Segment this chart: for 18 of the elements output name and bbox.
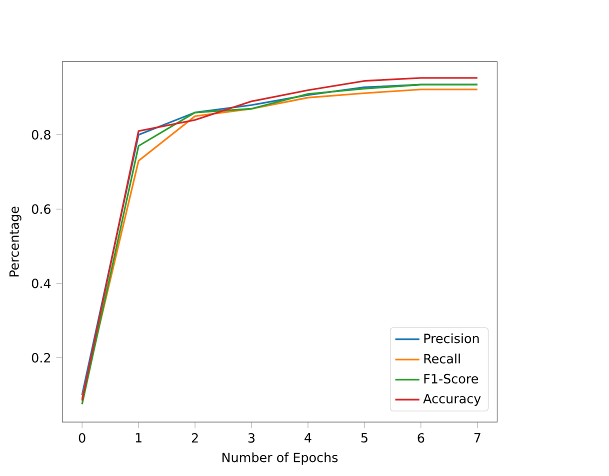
y-axis-title: Percentage — [9, 206, 22, 276]
x-tick-label: 6 — [418, 432, 424, 443]
y-tick-label: 0.6 — [32, 204, 50, 214]
legend-label: F1-Score — [424, 374, 478, 384]
legend-label: Recall — [424, 353, 460, 364]
x-tick-label: 2 — [192, 432, 198, 442]
x-tick-label: 3 — [248, 432, 255, 443]
y-tick-label: 0.2 — [32, 352, 50, 362]
x-tick-label: 5 — [361, 432, 368, 442]
x-tick-label: 1 — [136, 432, 142, 442]
x-tick-label: 7 — [474, 432, 480, 442]
y-tick-label: 0.8 — [32, 130, 50, 140]
y-tick-label: 0.4 — [32, 278, 51, 288]
legend-label: Accuracy — [423, 394, 481, 406]
x-tick-label: 4 — [304, 432, 312, 442]
legend-label: Precision — [424, 333, 479, 344]
x-tick-label: 0 — [78, 432, 86, 443]
x-axis-title: Number of Epochs — [222, 452, 338, 465]
